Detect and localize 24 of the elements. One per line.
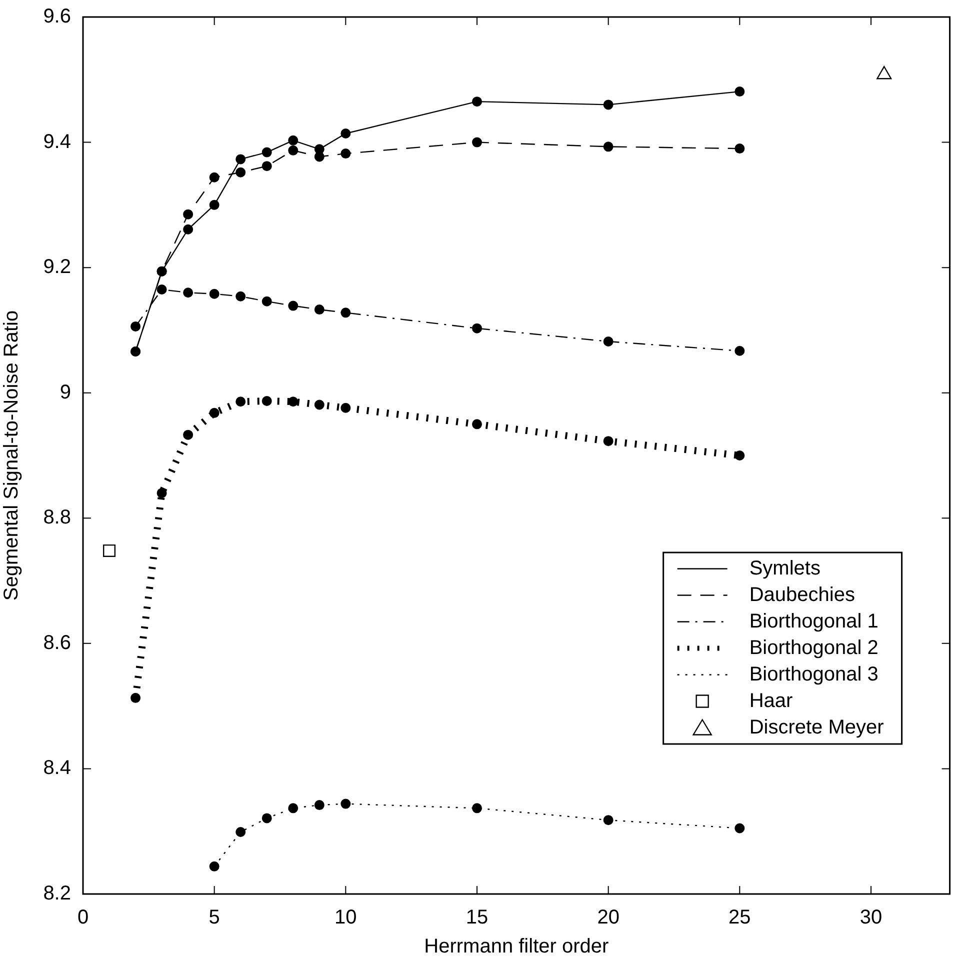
y-tick-label: 8.8 (43, 506, 71, 529)
legend-label: Daubechies (749, 584, 855, 606)
x-tick-label: 10 (334, 906, 357, 929)
legend-label: Haar (749, 690, 794, 712)
y-axis-title: Segmental Signal-to-Noise Ratio (0, 310, 23, 601)
y-tick-label: 8.6 (43, 632, 71, 654)
y-tick-label: 9.2 (43, 256, 71, 278)
y-tick-label: 8.4 (43, 757, 71, 780)
x-tick-label: 15 (466, 906, 488, 929)
x-axis-title: Herrmann filter order (424, 936, 609, 958)
x-tick-label: 0 (77, 906, 89, 929)
x-tick-label: 25 (728, 906, 751, 929)
y-tick-label: 9.6 (43, 6, 71, 28)
x-tick-label: 30 (860, 906, 882, 929)
legend-label: Biorthogonal 3 (749, 663, 878, 686)
legend-label: Symlets (749, 557, 820, 580)
legend-label: Discrete Meyer (749, 716, 884, 738)
x-tick-label: 20 (597, 906, 620, 929)
y-tick-label: 9.4 (43, 130, 71, 153)
legend-label: Biorthogonal 2 (749, 636, 878, 659)
x-tick-label: 5 (208, 906, 220, 929)
y-tick-label: 9 (60, 381, 71, 404)
y-tick-label: 8.2 (43, 882, 71, 905)
legend-label: Biorthogonal 1 (749, 610, 878, 632)
